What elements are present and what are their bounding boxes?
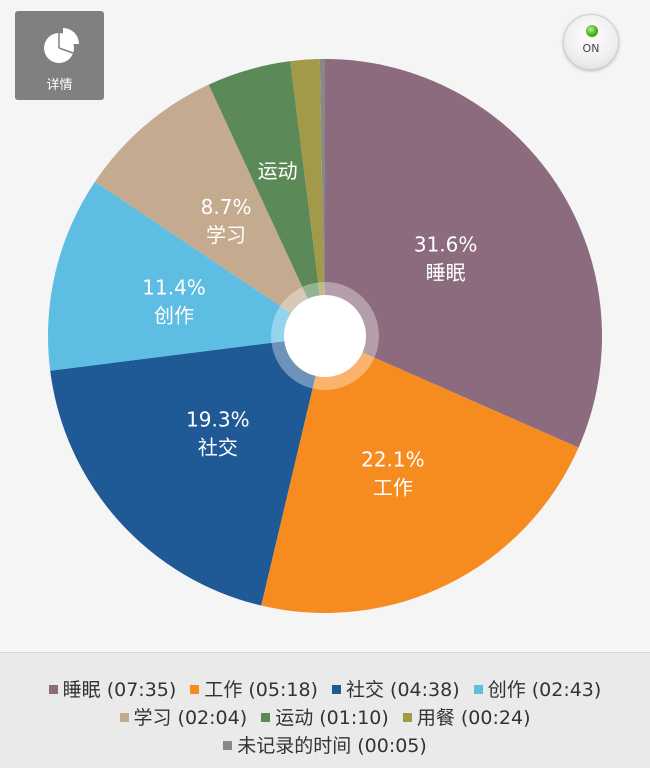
slice-social[interactable]: [50, 336, 325, 606]
pie-chart[interactable]: 31.6% 睡眠 22.1% 工作 19.3% 社交 11.4% 创作 8.7% 学习 运动: [0, 0, 650, 652]
slice-create[interactable]: [47, 181, 325, 371]
legend-swatch: [261, 713, 271, 722]
slice-meal[interactable]: [290, 59, 325, 337]
legend-swatch: [332, 685, 342, 694]
slice-work-percent-label: 22.1%: [361, 447, 425, 471]
legend-item-label: 学习 (02:04): [133, 707, 248, 729]
legend-row-2: 学习 (02:04) 运动 (01:10) 用餐 (00:24): [0, 703, 650, 730]
legend-row-3: 未记录的时间 (00:05): [0, 731, 650, 758]
legend-swatch: [190, 685, 200, 694]
slice-unrecorded[interactable]: [319, 59, 325, 336]
legend-item-label: 运动 (01:10): [275, 707, 389, 729]
center-hole: [284, 295, 366, 377]
legend-item-label: 用餐 (00:24): [416, 707, 531, 729]
legend-item-label: 未记录的时间 (00:05): [237, 735, 427, 757]
slice-study-percent-label: 8.7%: [201, 195, 252, 219]
legend-swatch: [223, 741, 233, 750]
detail-button[interactable]: 详情: [15, 11, 104, 100]
status-led-icon: [586, 25, 598, 37]
legend-item-unrecorded[interactable]: 未记录的时间 (00:05): [223, 731, 427, 758]
legend-item-meal[interactable]: 用餐 (00:24): [402, 703, 531, 730]
slice-study[interactable]: [94, 84, 326, 336]
slice-work-name-label: 工作: [373, 475, 413, 499]
slice-work[interactable]: [261, 336, 579, 613]
slice-create-name-label: 创作: [154, 303, 194, 327]
pie-chart-icon: [44, 28, 79, 63]
legend-item-label: 睡眠 (07:35): [62, 679, 177, 701]
on-toggle[interactable]: ON: [563, 14, 619, 70]
slice-study-name-label: 学习: [206, 223, 246, 247]
legend-swatch: [48, 685, 58, 694]
slice-exercise[interactable]: [208, 61, 325, 336]
legend-item-label: 工作 (05:18): [204, 679, 318, 701]
legend-swatch: [473, 685, 483, 694]
slice-exercise-name-label: 运动: [258, 159, 298, 183]
legend-item-exercise[interactable]: 运动 (01:10): [261, 703, 389, 730]
legend-item-label: 创作 (02:43): [487, 679, 602, 701]
slice-sleep[interactable]: [325, 59, 602, 448]
legend-item-work[interactable]: 工作 (05:18): [190, 675, 318, 702]
legend-item-sleep[interactable]: 睡眠 (07:35): [48, 675, 177, 702]
legend-item-create[interactable]: 创作 (02:43): [473, 675, 602, 702]
legend-row-1: 睡眠 (07:35) 工作 (05:18) 社交 (04:38) 创作 (02:…: [0, 675, 650, 702]
legend-item-social[interactable]: 社交 (04:38): [332, 675, 460, 702]
chart-area: 31.6% 睡眠 22.1% 工作 19.3% 社交 11.4% 创作 8.7% 学习 运动 详情 …: [0, 0, 650, 652]
slice-sleep-name-label: 睡眠: [426, 260, 466, 284]
legend: 睡眠 (07:35) 工作 (05:18) 社交 (04:38) 创作 (02:…: [0, 652, 650, 768]
on-toggle-label: ON: [582, 42, 600, 55]
legend-item-label: 社交 (04:38): [346, 679, 460, 701]
legend-item-study[interactable]: 学习 (02:04): [119, 703, 248, 730]
detail-button-label: 详情: [46, 78, 73, 93]
slice-social-name-label: 社交: [198, 435, 238, 459]
slice-create-percent-label: 11.4%: [142, 275, 206, 299]
slice-social-percent-label: 19.3%: [186, 407, 250, 431]
slice-sleep-percent-label: 31.6%: [414, 232, 478, 256]
legend-swatch: [119, 713, 129, 722]
legend-swatch: [402, 713, 412, 722]
